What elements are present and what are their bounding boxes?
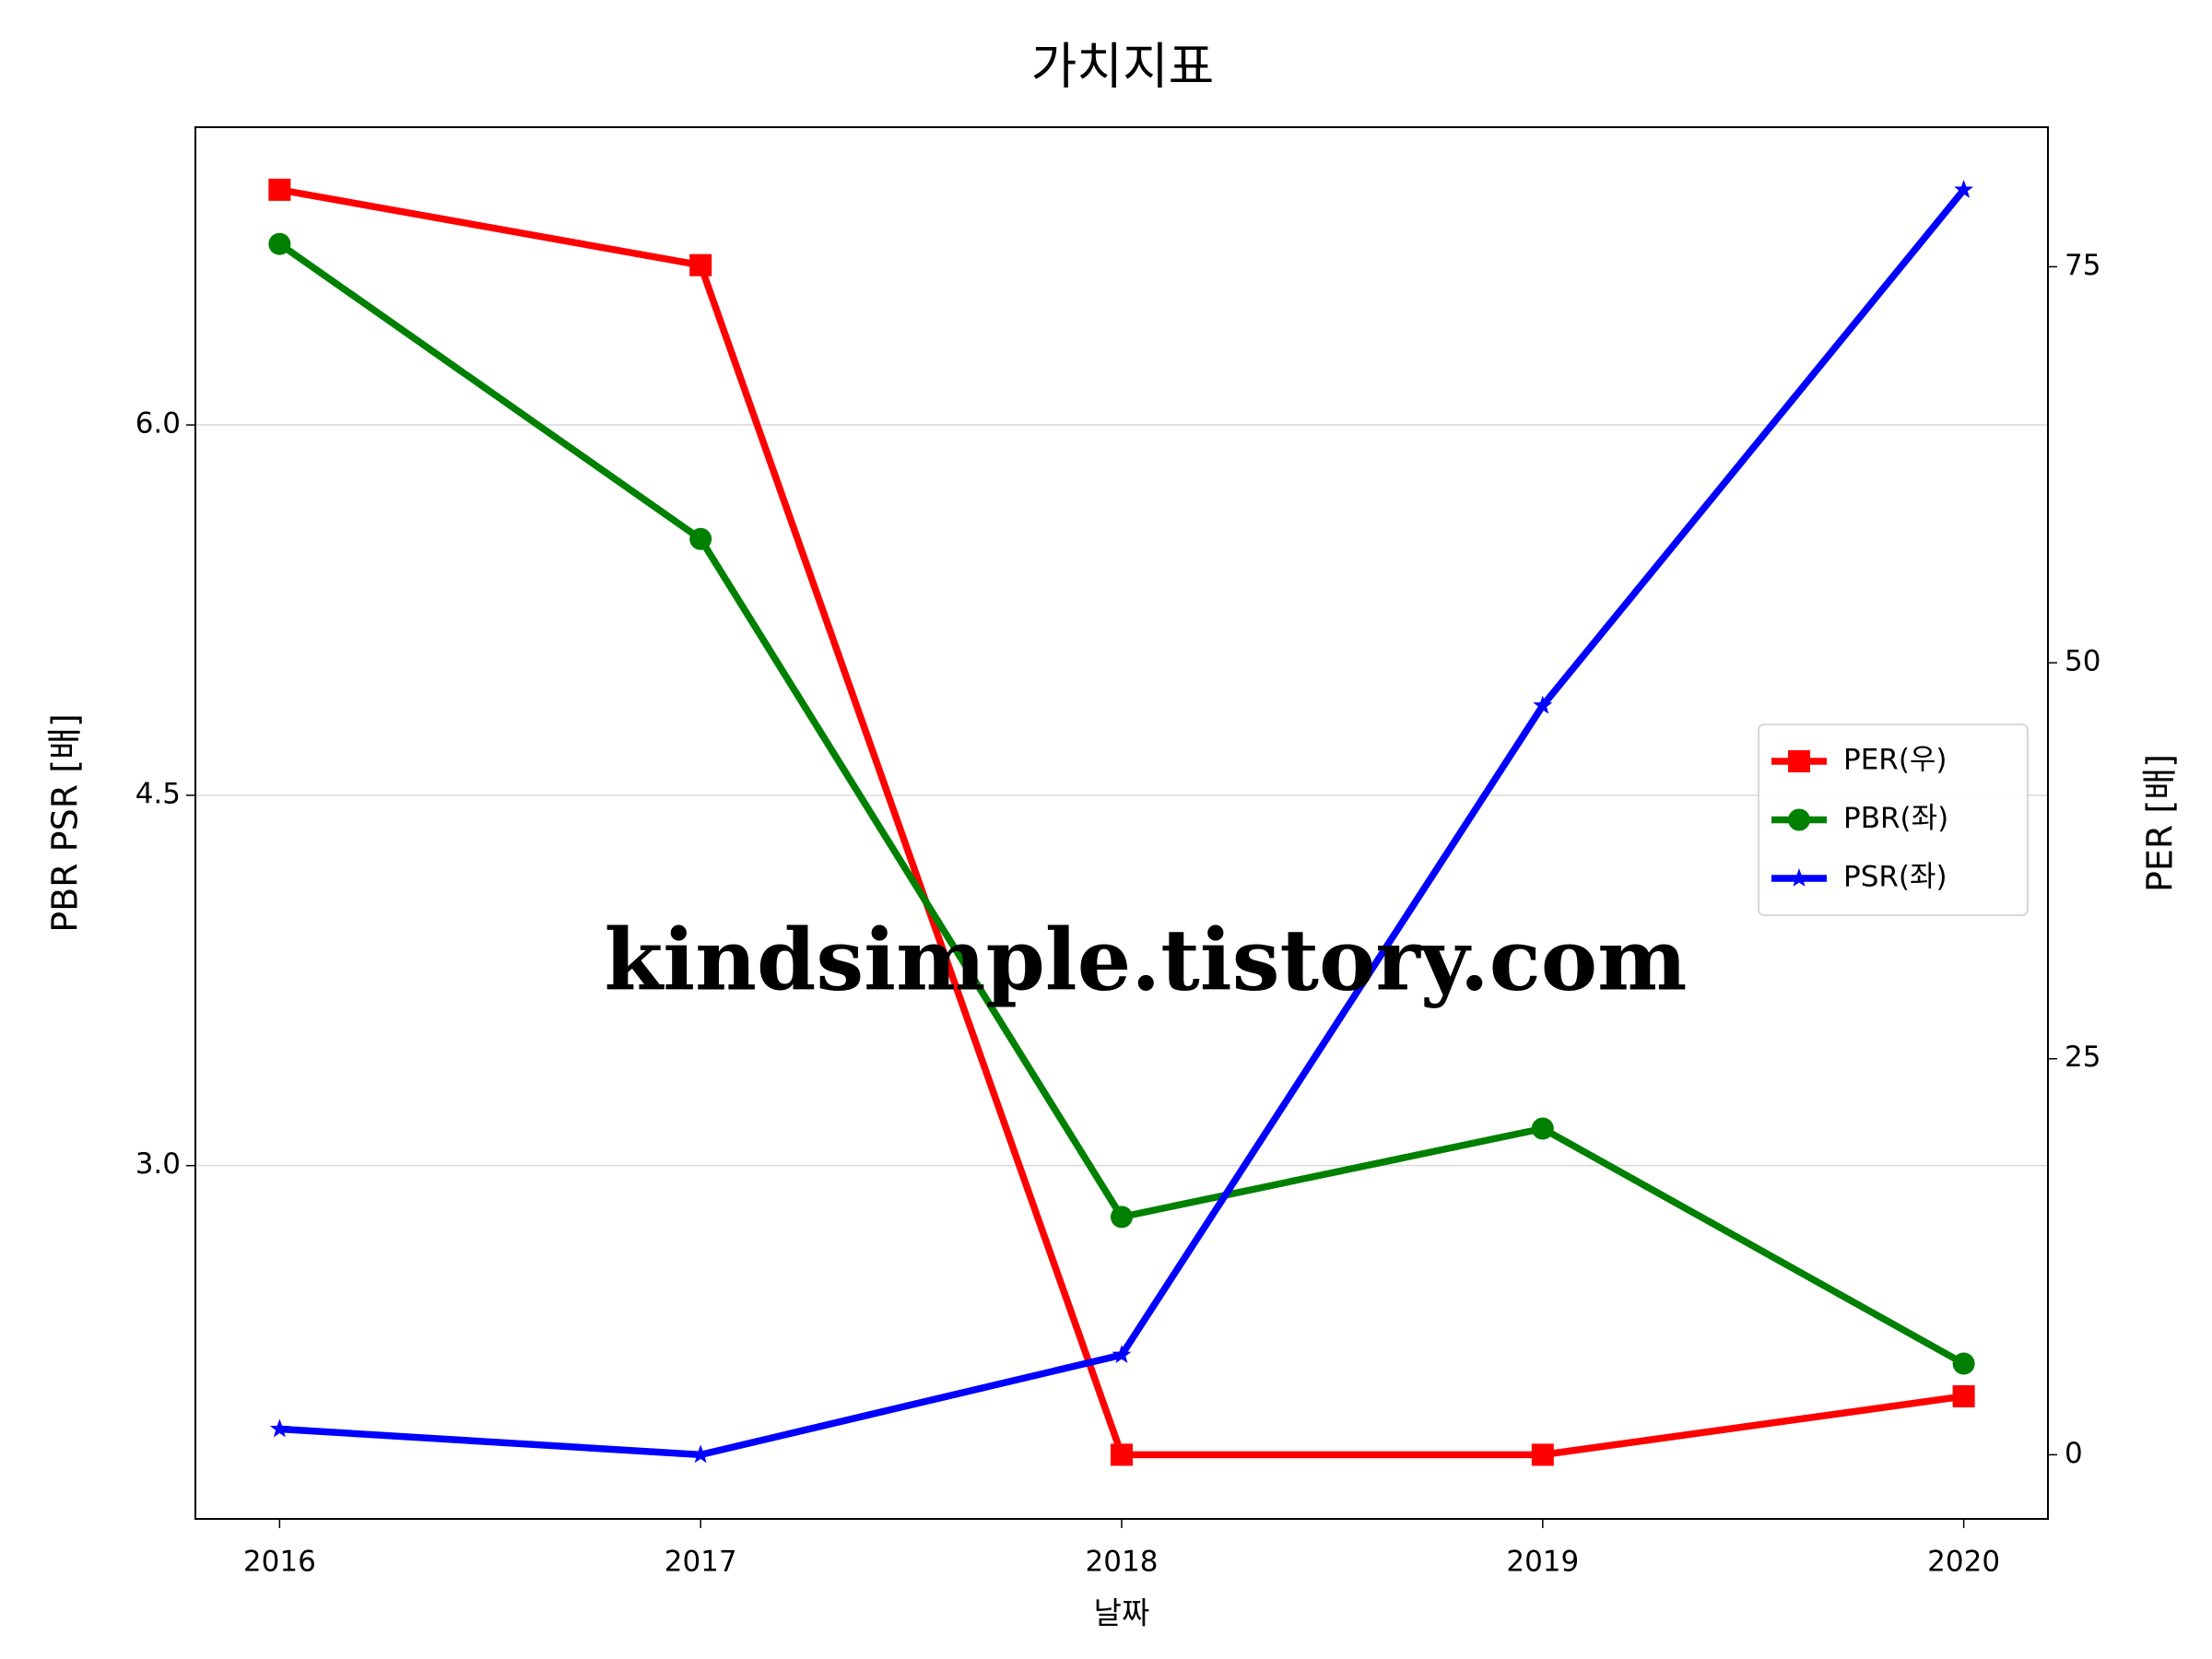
marker: [1954, 180, 1974, 198]
y2-axis-label: PER [배]: [2140, 754, 2181, 892]
x-tick-label: 2018: [1086, 1546, 1159, 1579]
y-tick-label: 4.5: [135, 777, 181, 810]
series-line: [278, 186, 1965, 1459]
marker: [1952, 1352, 1975, 1375]
marker: [268, 232, 291, 255]
marker: [1952, 1384, 1975, 1407]
marker: [1111, 1206, 1133, 1229]
marker: [1531, 1117, 1554, 1140]
series-line: [277, 241, 1966, 1367]
y2-tick-label: 50: [2065, 645, 2100, 678]
watermark: kindsimple.tistory.com: [604, 911, 1687, 1010]
marker: [268, 178, 291, 201]
y-tick-label: 3.0: [135, 1147, 181, 1181]
marker: [269, 1418, 289, 1438]
marker: [1533, 695, 1553, 714]
legend: PER(우) PBR(좌) PSR(좌): [1758, 724, 2029, 916]
y2-tick-label: 0: [2065, 1437, 2083, 1470]
series-line: [279, 187, 1967, 1459]
legend-label: PSR(좌): [1843, 861, 1947, 894]
marker: [1111, 1443, 1133, 1466]
legend-label: PBR(좌): [1843, 802, 1948, 835]
plot-frame: [194, 126, 2049, 1520]
y-axis-label: PBR PSR [배]: [45, 713, 86, 933]
marker: [1112, 1345, 1132, 1363]
x-tick-label: 2019: [1506, 1546, 1579, 1579]
legend-box: [1758, 724, 2029, 916]
legend-marker: [1788, 750, 1810, 772]
y2-tick-label: 75: [2065, 249, 2100, 282]
marker: [689, 527, 712, 550]
marker: [689, 253, 712, 276]
legend-label: PER(우): [1843, 744, 1947, 777]
x-tick-label: 2016: [243, 1546, 316, 1579]
y2-tick-label: 25: [2065, 1041, 2100, 1074]
chart-title: 가치지표: [1031, 38, 1215, 96]
y-tick-label: 6.0: [135, 407, 181, 441]
marker: [1531, 1443, 1554, 1466]
x-tick-label: 2017: [665, 1546, 737, 1579]
x-tick-label: 2020: [1927, 1546, 2000, 1579]
legend-marker: [1788, 808, 1810, 831]
x-axis-label: 날짜: [1094, 1595, 1150, 1631]
legend-marker: [1789, 868, 1809, 887]
marker: [690, 1444, 711, 1464]
